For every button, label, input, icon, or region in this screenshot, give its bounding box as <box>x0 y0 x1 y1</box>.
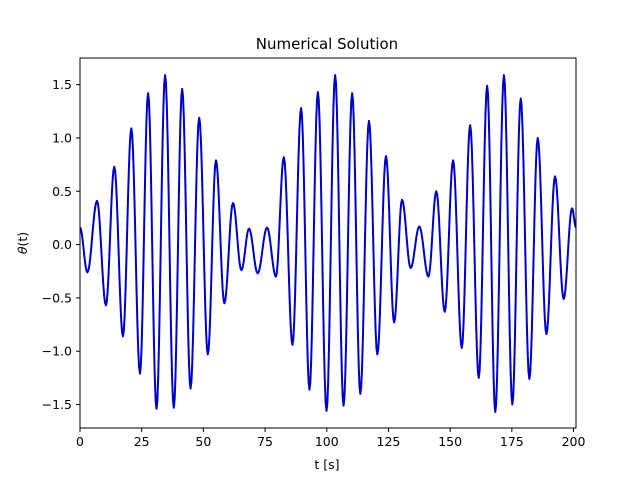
y-tick-label: −0.5 <box>42 290 72 305</box>
x-tick-label: 75 <box>257 434 273 449</box>
chart-title: Numerical Solution <box>256 35 398 53</box>
plot-area <box>79 57 577 429</box>
y-tick-label: −1.5 <box>42 397 72 412</box>
y-axis-label-symbol: θ <box>15 246 30 254</box>
x-tick-label: 100 <box>315 434 339 449</box>
y-tick-label: 0.5 <box>52 184 72 199</box>
y-axis-label: θ(t) <box>15 232 30 254</box>
y-tick-label: −1.0 <box>42 344 72 359</box>
y-tick-label: 1.0 <box>52 130 72 145</box>
x-tick-label: 150 <box>438 434 462 449</box>
series-line-0 <box>79 74 577 414</box>
x-tick-label: 50 <box>195 434 211 449</box>
x-axis-label: t [s] <box>314 457 339 472</box>
plot-frame <box>79 57 577 429</box>
x-tick-label: 200 <box>562 434 586 449</box>
y-tick-label: 1.5 <box>52 77 72 92</box>
x-tick-label: 125 <box>377 434 401 449</box>
line-layer <box>79 74 577 414</box>
y-tick-label: 0.0 <box>52 237 72 252</box>
y-axis: −1.5 −1.0 −0.5 0.0 0.5 1.0 1.5 <box>42 77 80 412</box>
x-axis: 0 25 50 75 100 125 150 175 200 <box>76 428 586 449</box>
x-tick-label: 0 <box>76 434 84 449</box>
x-tick-label: 175 <box>500 434 524 449</box>
y-axis-label-argument: (t) <box>15 232 30 247</box>
x-tick-label: 25 <box>134 434 150 449</box>
